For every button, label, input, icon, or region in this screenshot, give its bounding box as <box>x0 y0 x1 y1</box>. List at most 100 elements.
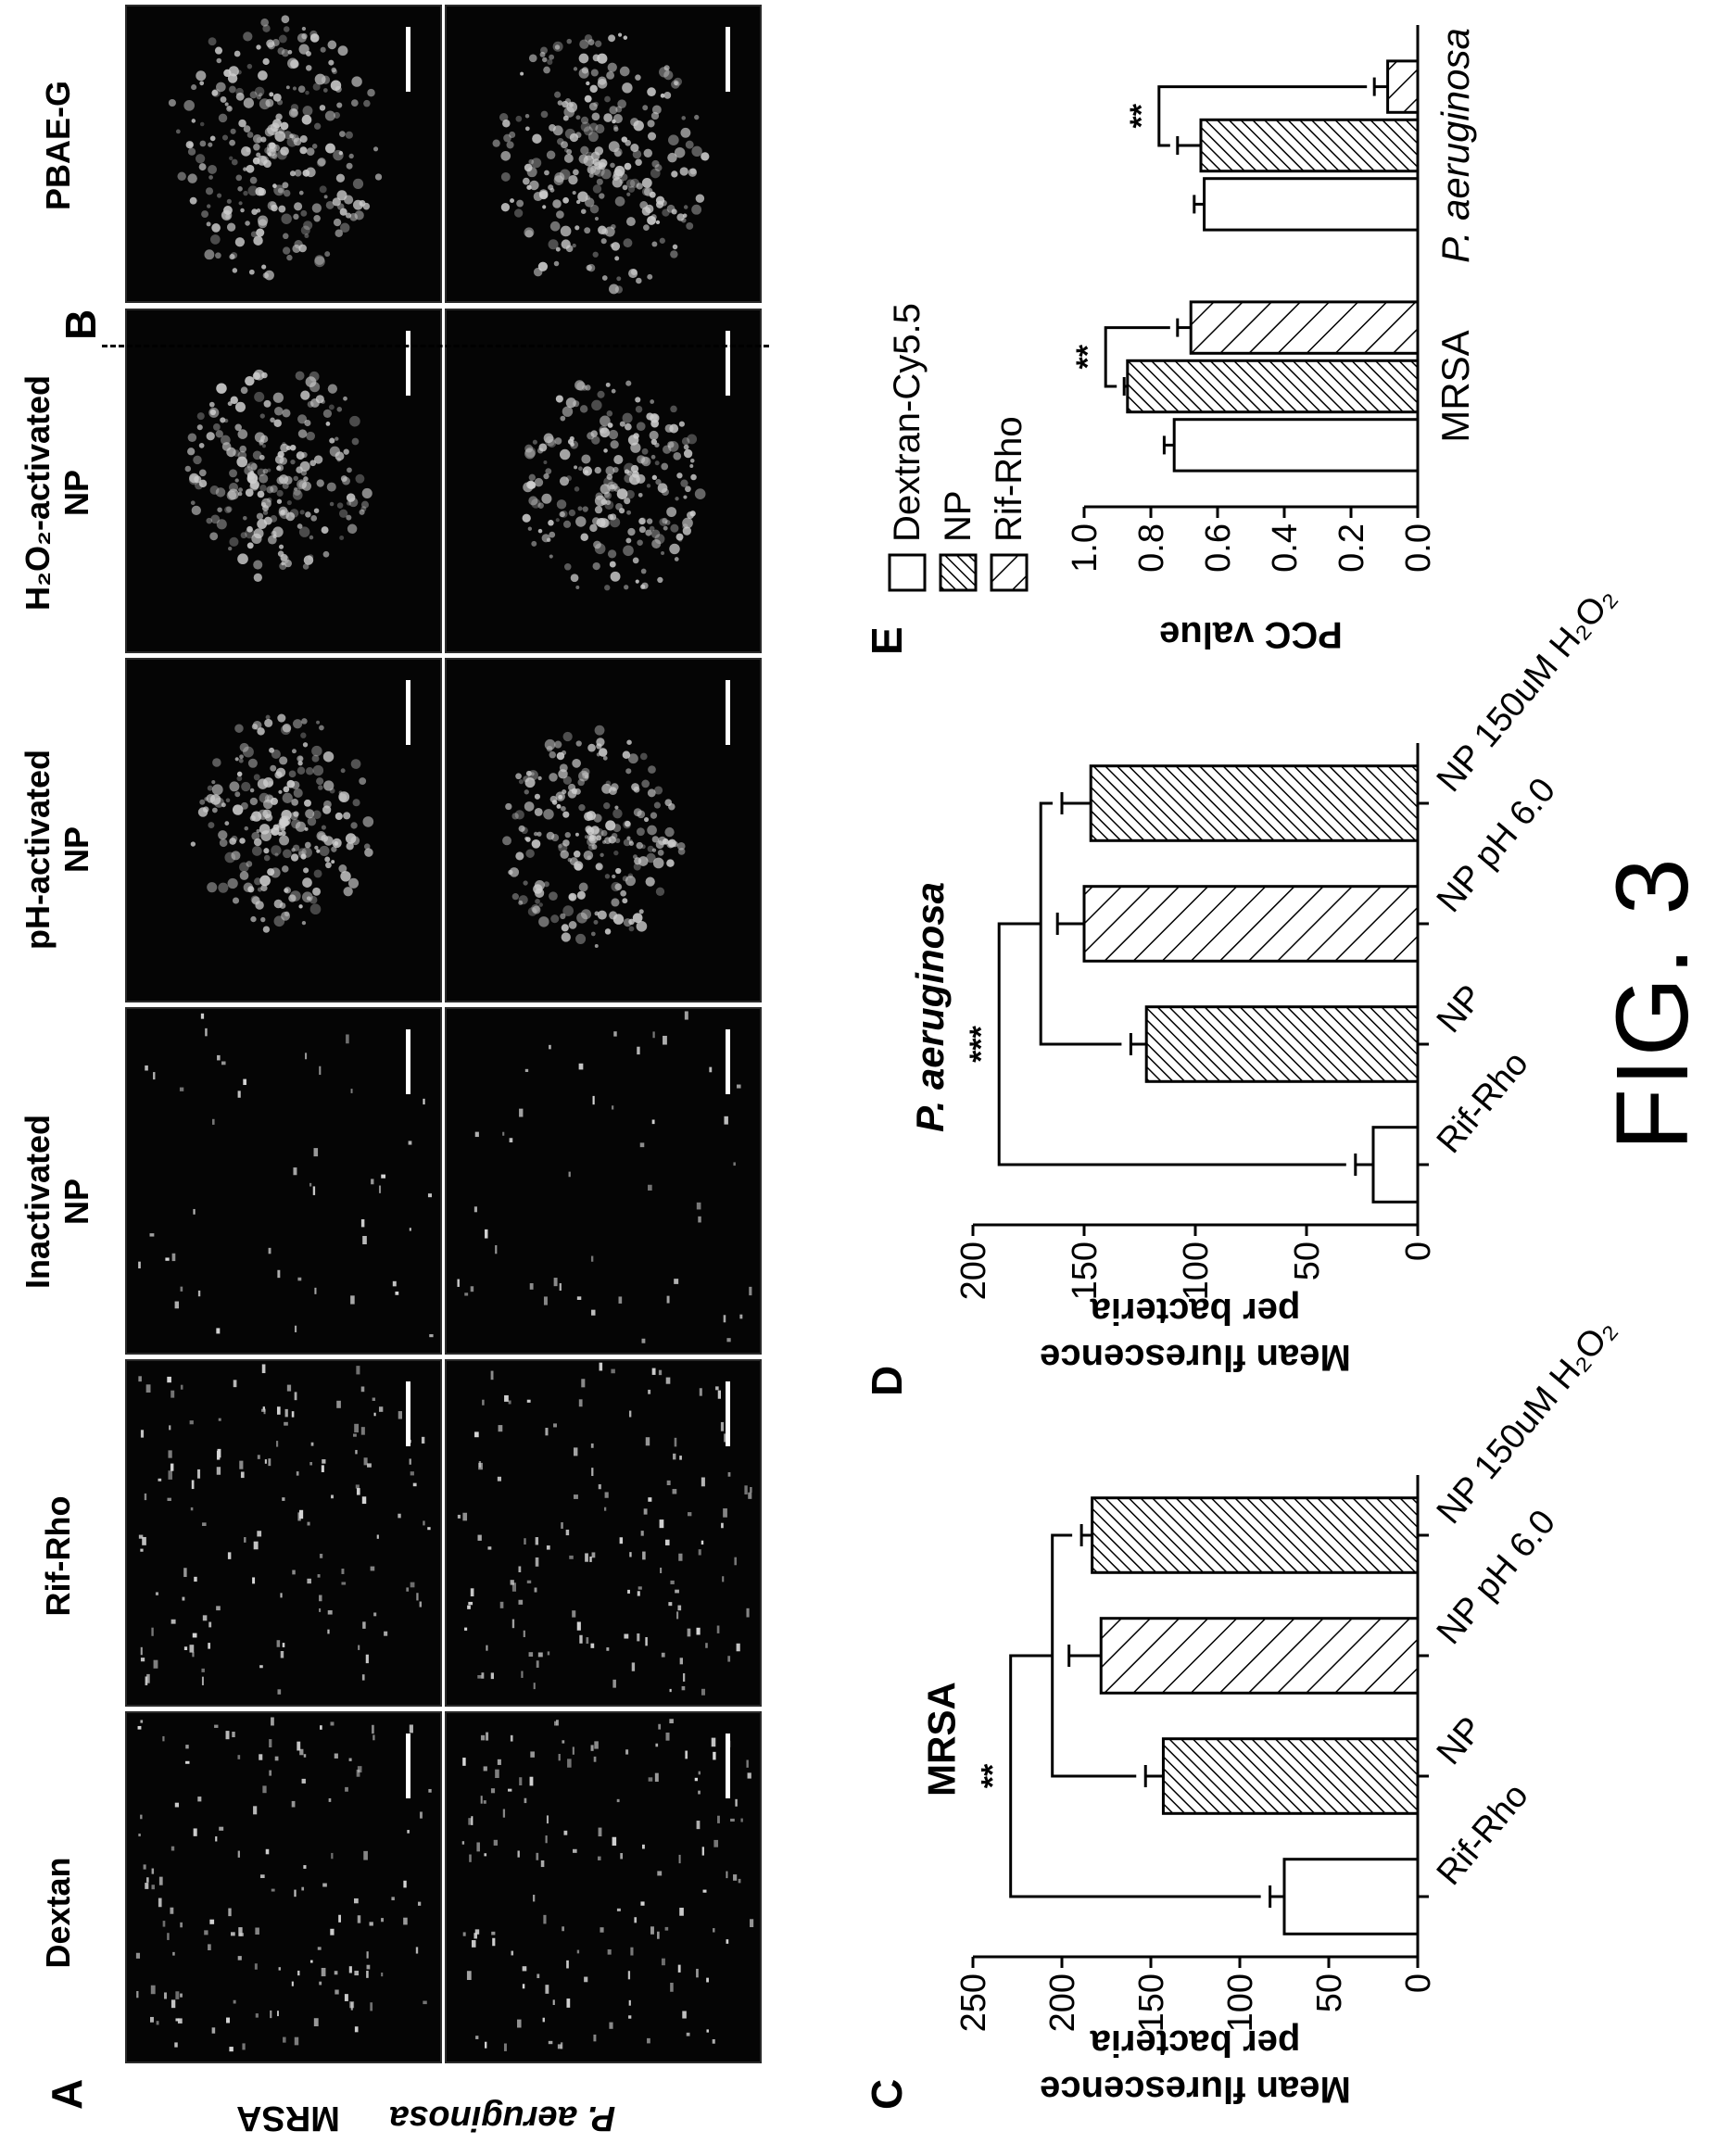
aggregate-speck <box>663 525 668 531</box>
y-axis-label: PCC value <box>1159 614 1343 655</box>
aggregate-speck <box>309 903 322 915</box>
aggregate-speck <box>623 918 632 927</box>
aggregate-speck <box>636 473 646 484</box>
aggregate-speck <box>578 154 588 164</box>
bacterium <box>645 1636 648 1646</box>
aggregate-speck <box>636 183 643 190</box>
aggregate-speck <box>282 409 291 418</box>
bacterium <box>193 1828 197 1836</box>
significance-stars: ** <box>1124 103 1159 128</box>
bacterium <box>183 1568 187 1578</box>
bacterium <box>228 1908 232 1917</box>
bacterium <box>562 1740 565 1744</box>
bacterium <box>423 2000 427 2005</box>
aggregate-speck <box>655 220 661 225</box>
aggregate-speck <box>559 169 571 181</box>
aggregate-speck <box>611 881 621 892</box>
aggregate-speck <box>630 464 639 473</box>
aggregate-speck <box>175 129 181 134</box>
aggregate-speck <box>607 513 614 521</box>
aggregate-speck <box>292 489 303 500</box>
bacterium <box>478 1462 483 1470</box>
aggregate-speck <box>256 512 264 520</box>
aggregate-speck <box>277 47 285 56</box>
aggregate-speck <box>227 73 238 83</box>
aggregate-speck <box>302 742 309 748</box>
bacterium <box>192 1652 195 1658</box>
aggregate-speck <box>212 758 221 767</box>
aggregate-speck <box>531 540 537 547</box>
aggregate-speck <box>188 142 194 147</box>
plot-area: 0.00.20.40.60.81.0** MRSA** P. aeruginosaP… <box>1066 25 1477 655</box>
bacterium <box>230 1932 235 1936</box>
bacterium <box>666 1295 670 1304</box>
micrograph-p-aeruginosa-col2 <box>445 1359 762 1707</box>
aggregate-speck <box>657 483 668 494</box>
bacterium <box>381 1174 385 1179</box>
aggregate-speck <box>555 518 560 523</box>
bacterium <box>212 1118 215 1125</box>
aggregate-speck <box>625 876 636 887</box>
aggregate-speck <box>640 456 650 465</box>
aggregate-speck <box>294 169 302 177</box>
bacterium <box>740 1818 743 1822</box>
bacterium <box>361 1496 367 1505</box>
aggregate-speck <box>253 573 262 583</box>
aggregate-speck <box>558 844 562 849</box>
bacterium <box>640 1901 645 1906</box>
aggregate-speck <box>549 187 555 193</box>
y-tick-label: 0.2 <box>1332 523 1371 573</box>
aggregate-speck <box>560 511 568 518</box>
bacterium <box>371 1179 374 1185</box>
aggregate-speck <box>650 399 655 404</box>
aggregate-speck <box>270 485 278 494</box>
bacterium <box>585 1553 588 1562</box>
aggregate-speck <box>635 405 643 413</box>
significance-stars: *** <box>964 1025 999 1062</box>
bacterium <box>567 1759 572 1768</box>
aggregate-speck <box>298 526 310 537</box>
aggregate-speck <box>230 396 238 405</box>
bacterium <box>373 1412 376 1417</box>
aggregate-speck <box>297 414 308 424</box>
bacterium <box>678 1854 681 1864</box>
bacterium <box>353 1433 357 1437</box>
bacterium <box>677 1605 682 1611</box>
bacterium <box>552 1999 555 2005</box>
aggregate-speck <box>502 836 511 846</box>
aggregate-speck <box>216 57 222 64</box>
aggregate-speck <box>276 99 284 106</box>
aggregate-speck <box>270 417 275 423</box>
bacterium <box>499 1601 504 1608</box>
aggregate-speck <box>650 413 660 423</box>
bacterium <box>522 1966 527 1972</box>
aggregate-speck <box>300 732 307 738</box>
bacterium <box>502 1809 506 1818</box>
bacterium <box>616 1908 621 1911</box>
bacterium <box>140 1814 143 1820</box>
aggregate-speck <box>653 801 661 809</box>
aggregate-speck <box>568 783 576 791</box>
aggregate-speck <box>239 754 244 760</box>
bacterium <box>645 1437 650 1446</box>
aggregate-speck <box>649 191 656 198</box>
aggregate-speck <box>272 93 282 102</box>
scale-bar <box>406 680 410 745</box>
aggregate-speck <box>595 863 603 871</box>
micrograph-texture <box>492 32 710 295</box>
bacterium <box>419 1811 423 1819</box>
bacterium <box>528 1652 534 1658</box>
bacterium <box>216 1450 221 1460</box>
aggregate-speck <box>554 437 562 445</box>
aggregate-speck <box>598 748 608 757</box>
bacterium <box>722 1576 725 1582</box>
aggregate-speck <box>583 850 594 861</box>
aggregate-speck <box>268 781 273 787</box>
bacterium <box>423 1098 425 1105</box>
aggregate-speck <box>243 125 251 132</box>
aggregate-speck <box>518 779 524 785</box>
aggregate-speck <box>306 147 315 156</box>
aggregate-speck <box>594 146 604 156</box>
aggregate-speck <box>695 194 705 203</box>
aggregate-speck <box>585 385 591 391</box>
